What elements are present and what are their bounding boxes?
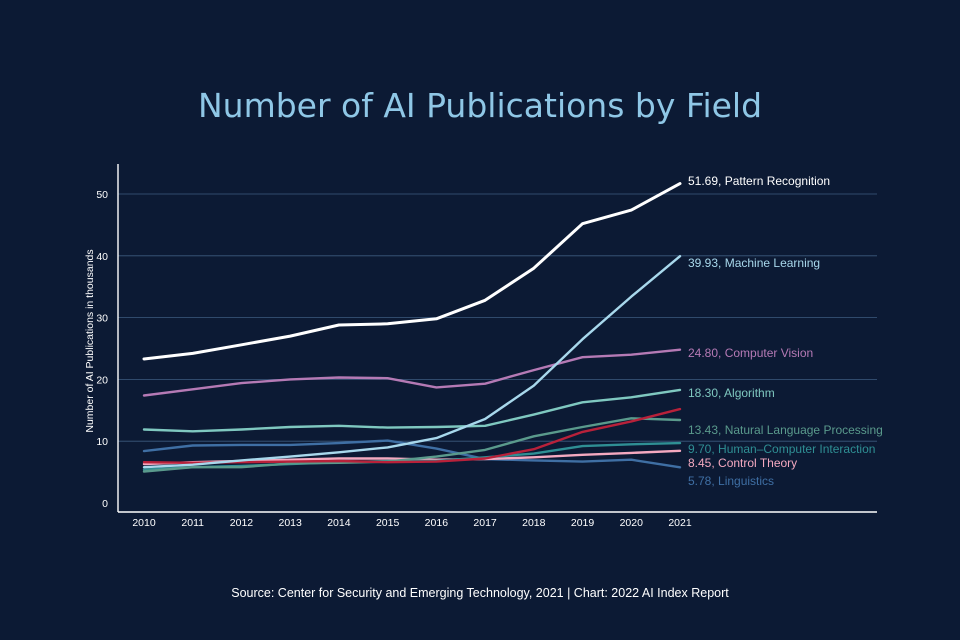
series-label: 39.93, Machine Learning — [688, 256, 820, 270]
x-tick-label: 2017 — [473, 517, 497, 529]
gridlines — [118, 193, 877, 442]
series-line-natural-language-processing — [142, 417, 682, 473]
x-tick-label: 2016 — [425, 517, 449, 529]
x-tick-label: 2014 — [327, 517, 351, 529]
series-label: 24.80, Computer Vision — [688, 346, 813, 360]
chart-title: Number of AI Publications by Field — [198, 86, 762, 125]
series-label: 51.69, Pattern Recognition — [688, 174, 830, 188]
x-tick-label: 2020 — [620, 517, 644, 529]
x-tick-label: 2018 — [522, 517, 546, 529]
x-tick-label: 2012 — [230, 517, 254, 529]
x-tick-label: 2015 — [376, 517, 400, 529]
series-line-algorithm — [142, 388, 682, 433]
series-label: 18.30, Algorithm — [688, 386, 775, 400]
y-tick-label: 10 — [96, 436, 108, 448]
y-tick-label: 0 — [102, 498, 108, 510]
x-axis-ticks: 2010 2011 2012 2013 2014 2015 2016 2017 2018 2019… — [132, 517, 692, 529]
series-line-machine-learning — [142, 255, 682, 469]
y-tick-label: 30 — [96, 313, 108, 325]
series-label: 9.70, Human–Computer Interaction — [688, 442, 875, 456]
y-tick-label: 50 — [96, 189, 108, 201]
y-tick-label: 20 — [96, 374, 108, 386]
series-label: 13.43, Natural Language Processing — [688, 423, 883, 437]
x-tick-label: 2011 — [181, 517, 204, 529]
series-line-computer-vision — [142, 348, 682, 397]
series-line-linguistics — [142, 439, 682, 469]
y-tick-label: 40 — [96, 251, 108, 263]
series-line-human-computer-interaction — [142, 441, 682, 471]
chart-source: Source: Center for Security and Emerging… — [231, 586, 729, 600]
x-tick-label: 2013 — [279, 517, 303, 529]
series-lines — [142, 182, 682, 473]
series-line-pattern-recognition — [142, 182, 682, 361]
series-labels: 51.69, Pattern Recognition 39.93, Machine… — [688, 174, 883, 488]
x-tick-label: 2019 — [571, 517, 595, 529]
x-tick-label: 2010 — [132, 517, 156, 529]
y-axis-label: Number of AI Publications in thousands — [84, 249, 96, 432]
series-label: 5.78, Linguistics — [688, 474, 774, 488]
y-axis-ticks: 0 10 20 30 40 50 — [96, 189, 108, 510]
series-label: 8.45, Control Theory — [688, 456, 797, 470]
x-tick-label: 2021 — [668, 517, 692, 529]
